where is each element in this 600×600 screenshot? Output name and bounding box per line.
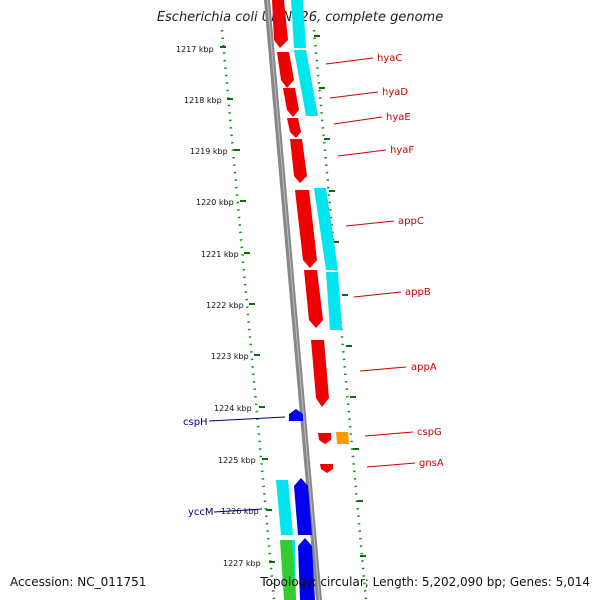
red-gene-arrow xyxy=(277,52,294,88)
cyan-feature xyxy=(326,272,342,330)
cyan-feature xyxy=(276,480,293,535)
blue-gene-track xyxy=(289,409,315,600)
leader-line xyxy=(366,462,416,468)
gene-label-hyaE: hyaE xyxy=(386,112,411,123)
gene-label-appC: appC xyxy=(398,216,424,227)
gene-label-yccM: yccM xyxy=(188,507,214,518)
red-gene-arrow xyxy=(311,340,329,407)
leader-line xyxy=(337,149,387,157)
genome-stats-text: Topology: circular; Length: 5,202,090 bp… xyxy=(260,575,590,589)
right-leader-lines xyxy=(325,57,416,468)
tick-label: 1222 kbp xyxy=(206,301,244,310)
leader-line xyxy=(364,431,414,437)
leader-line xyxy=(345,220,395,227)
tick-label: 1221 kbp xyxy=(201,250,239,259)
leader-line xyxy=(213,508,263,513)
genome-backbone-highlight xyxy=(267,0,320,600)
tick-label: 1224 kbp xyxy=(214,404,252,413)
red-gene-arrow xyxy=(304,270,323,328)
leader-line xyxy=(333,116,383,125)
gene-label-appA: appA xyxy=(411,362,437,373)
cyan-feature xyxy=(314,188,338,270)
gene-label-cspH: cspH xyxy=(183,417,208,428)
tick-label: 1219 kbp xyxy=(190,147,228,156)
leader-line xyxy=(208,416,286,422)
tick-label: 1217 kbp xyxy=(176,45,214,54)
gene-label-appB: appB xyxy=(405,287,431,298)
red-gene-arrow xyxy=(320,464,333,473)
blue-gene-arrow xyxy=(289,409,303,421)
cyan-feature xyxy=(294,50,318,116)
tick-label: 1227 kbp xyxy=(223,559,261,568)
left-ruler-line xyxy=(220,29,276,600)
gene-label-cspG: cspG xyxy=(417,427,442,438)
orange-feature xyxy=(336,432,349,444)
leader-line xyxy=(325,57,374,65)
blue-gene-arrow xyxy=(298,538,315,600)
tick-label: 1226 kbp xyxy=(221,507,259,516)
gene-label-gnsA: gnsA xyxy=(419,458,444,469)
gene-label-hyaC: hyaC xyxy=(377,53,402,64)
tick-label: 1220 kbp xyxy=(196,198,234,207)
red-gene-arrow xyxy=(318,433,331,444)
right-tick-group xyxy=(314,35,366,557)
tick-label: 1225 kbp xyxy=(218,456,256,465)
red-gene-arrow xyxy=(272,0,288,48)
accession-text: Accession: NC_011751 xyxy=(10,575,147,589)
tick-label: 1223 kbp xyxy=(211,352,249,361)
leader-line xyxy=(359,366,407,372)
gene-label-hyaD: hyaD xyxy=(382,87,408,98)
red-gene-arrow xyxy=(290,139,307,183)
red-gene-track xyxy=(272,0,333,473)
cyan-feature xyxy=(291,0,306,48)
green-feature xyxy=(280,540,296,600)
leader-line xyxy=(353,291,402,298)
tick-label: 1218 kbp xyxy=(184,96,222,105)
blue-gene-arrow xyxy=(294,478,312,535)
red-gene-arrow xyxy=(295,190,317,268)
tick-group: 1217 kbp 1218 kbp 1219 kbp 1220 kbp 1221… xyxy=(176,45,275,568)
leader-line xyxy=(329,91,379,99)
red-gene-arrow xyxy=(287,118,301,138)
red-gene-arrow xyxy=(283,88,299,117)
gene-label-hyaF: hyaF xyxy=(390,145,414,156)
